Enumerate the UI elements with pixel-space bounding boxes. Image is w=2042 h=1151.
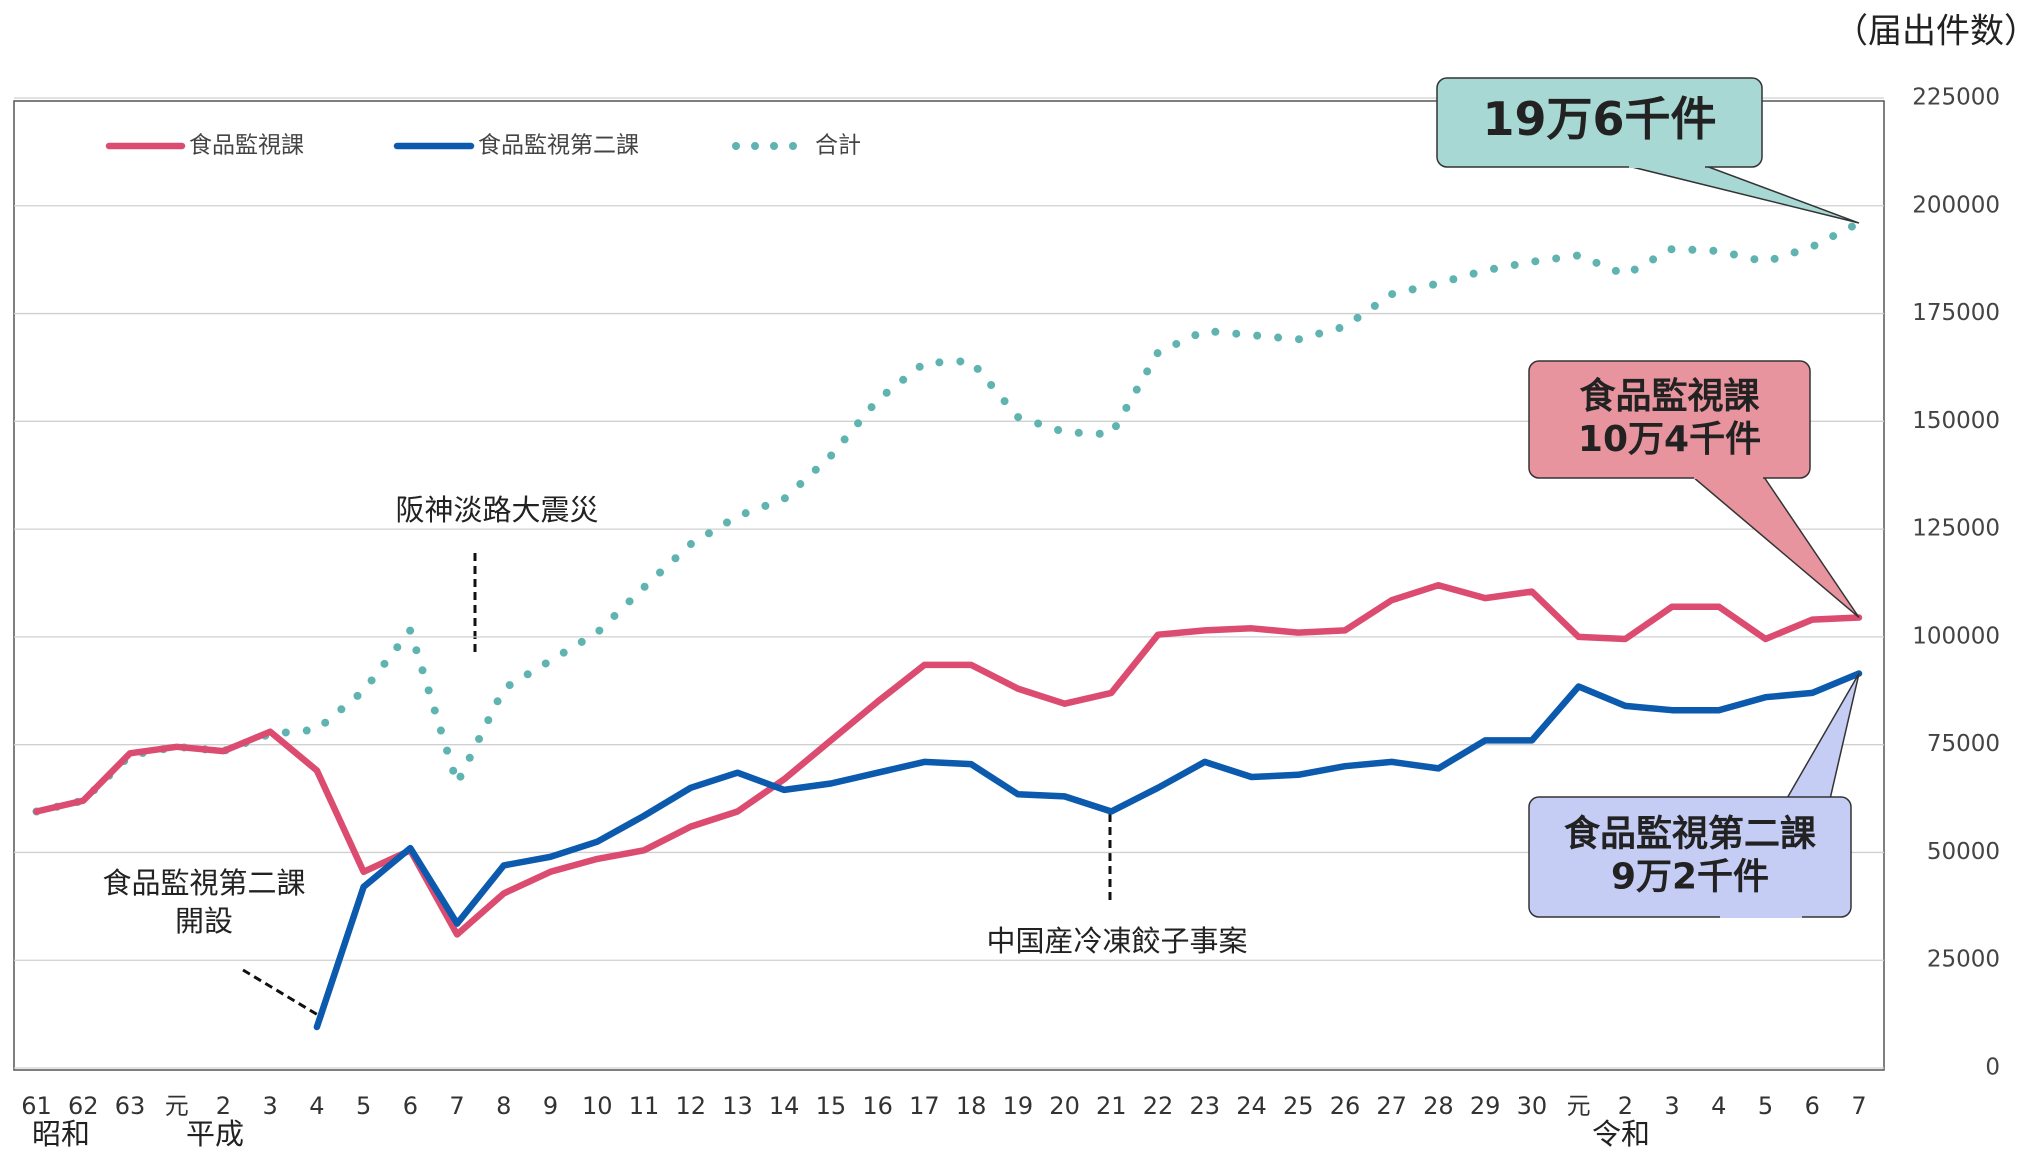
x-tick-label: 2 (1618, 1092, 1633, 1120)
y-tick-label: 75000 (1927, 731, 2000, 757)
y-tick-label: 0 (1985, 1055, 2000, 1081)
era-label: 平成 (186, 1117, 244, 1151)
y-tick-label: 150000 (1912, 408, 2000, 434)
event-annotations: 阪神淡路大震災 食品監視第二課 開設 中国産冷凍餃子事案 (102, 493, 1248, 1020)
era-label: 昭和 (32, 1117, 90, 1151)
x-tick-label: 22 (1143, 1092, 1174, 1120)
x-tick-label: 14 (769, 1092, 800, 1120)
unit-label: （届出件数） (1834, 12, 2038, 52)
event-label: 開設 (175, 904, 233, 938)
x-tick-label: 11 (629, 1092, 660, 1120)
x-tick-label: 29 (1470, 1092, 1501, 1120)
y-tick-label: 25000 (1927, 947, 2000, 973)
plot-frame (13, 100, 1885, 1071)
x-tick-label: 4 (309, 1092, 324, 1120)
x-tick-label: 24 (1236, 1092, 1267, 1120)
x-tick-label: 8 (496, 1092, 511, 1120)
x-tick-label: 26 (1330, 1092, 1361, 1120)
callout-text: 食品監視第二課 (1564, 813, 1816, 854)
y-tick-label: 50000 (1927, 839, 2000, 865)
x-tick-label: 7 (1851, 1092, 1866, 1120)
callout-text: 9万2千件 (1611, 857, 1769, 898)
x-tick-label: 3 (263, 1092, 278, 1120)
callout-pointer-joint (1720, 914, 1802, 918)
x-tick-label: 6 (403, 1092, 418, 1120)
x-tick-label: 20 (1049, 1092, 1080, 1120)
legend-label: 食品監視課 (189, 133, 304, 159)
y-tick-label: 125000 (1912, 516, 2000, 542)
series-line (32, 219, 1863, 816)
x-tick-label: 2 (216, 1092, 231, 1120)
x-tick-label: 5 (1758, 1092, 1773, 1120)
y-tick-label: 175000 (1912, 300, 2000, 326)
event-label: 食品監視第二課 (102, 866, 305, 900)
x-tick-label: 30 (1517, 1092, 1548, 1120)
x-tick-label: 27 (1376, 1092, 1407, 1120)
x-tick-label: 9 (543, 1092, 558, 1120)
callout-text: 19万6千件 (1482, 92, 1716, 146)
x-tick-label: 12 (675, 1092, 706, 1120)
callout-box (1528, 360, 1811, 479)
x-tick-label: 23 (1189, 1092, 1220, 1120)
x-tick-label: 28 (1423, 1092, 1454, 1120)
x-tick-label: 17 (909, 1092, 940, 1120)
event-label: 中国産冷凍餃子事案 (986, 924, 1247, 958)
x-tick-label: 3 (1664, 1092, 1679, 1120)
x-tick-label: 21 (1096, 1092, 1127, 1120)
event-leader (242, 968, 324, 1020)
x-tick-label: 15 (816, 1092, 847, 1120)
x-tick-label: 18 (956, 1092, 987, 1120)
x-tick-label: 6 (1805, 1092, 1820, 1120)
x-tick-label: 13 (722, 1092, 753, 1120)
series-line (313, 670, 1863, 1031)
x-tick-label: 63 (115, 1092, 146, 1120)
x-tick-label: 元 (1567, 1092, 1591, 1120)
y-tick-label: 225000 (1912, 85, 2000, 111)
callout-pointer-joint (1694, 475, 1763, 479)
callout-text: 10万4千件 (1578, 419, 1761, 460)
callout-pointer-joint (1629, 164, 1705, 168)
x-tick-label: 16 (862, 1092, 893, 1120)
x-tick-label: 7 (449, 1092, 464, 1120)
x-tick-label: 19 (1003, 1092, 1034, 1120)
callout-box (1436, 77, 1763, 168)
callout-box (1528, 796, 1852, 918)
era-label: 令和 (1592, 1117, 1650, 1151)
y-tick-label: 100000 (1912, 623, 2000, 649)
x-tick-label: 10 (582, 1092, 613, 1120)
x-tick-label: 元 (165, 1092, 189, 1120)
legend-label: 食品監視第二課 (478, 133, 639, 159)
x-tick-label: 61 (21, 1092, 52, 1120)
y-tick-label: 200000 (1912, 192, 2000, 218)
series-line (33, 581, 1863, 938)
event-label: 阪神淡路大震災 (395, 493, 598, 527)
x-tick-label: 4 (1711, 1092, 1726, 1120)
x-tick-label: 25 (1283, 1092, 1314, 1120)
x-tick-label: 62 (68, 1092, 99, 1120)
x-tick-label: 5 (356, 1092, 371, 1120)
legend-label: 合計 (815, 133, 861, 159)
callout-text: 食品監視課 (1579, 376, 1759, 417)
